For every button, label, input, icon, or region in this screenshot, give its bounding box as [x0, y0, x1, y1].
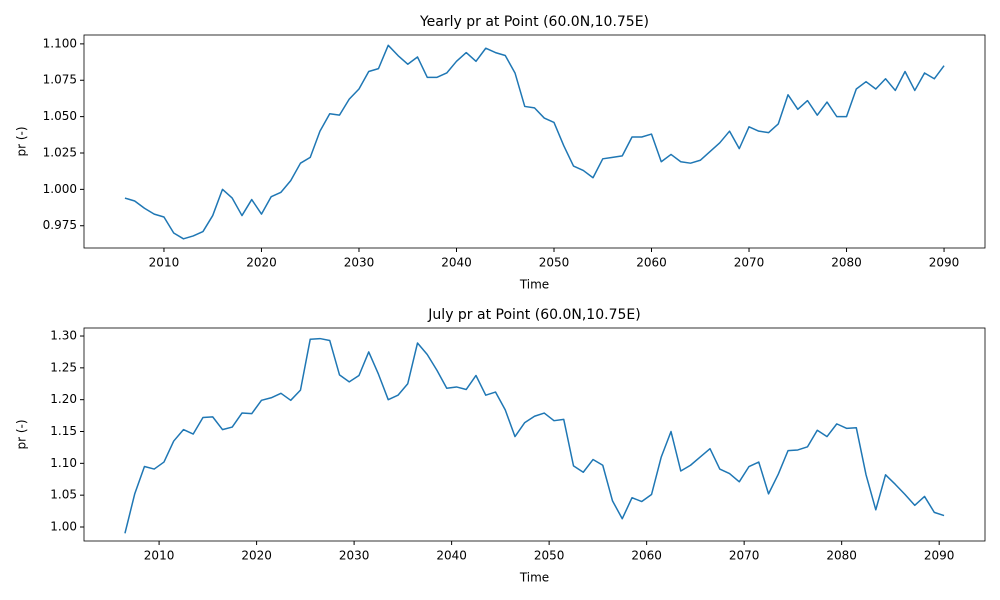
- y-axis-label: pr (-): [15, 126, 29, 156]
- x-tick-label: 2050: [534, 549, 565, 563]
- x-tick-label: 2020: [241, 549, 272, 563]
- y-tick-label: 1.00: [50, 519, 77, 533]
- chart-title: Yearly pr at Point (60.0N,10.75E): [419, 14, 649, 30]
- x-tick-label: 2030: [344, 256, 375, 270]
- x-tick-label: 2070: [729, 549, 760, 563]
- data-line: [124, 337, 945, 534]
- x-tick-label: 2040: [436, 549, 467, 563]
- y-tick-label: 1.20: [50, 392, 77, 406]
- y-tick-label: 1.15: [50, 424, 77, 438]
- x-tick-label: 2090: [924, 549, 955, 563]
- chart-title: July pr at Point (60.0N,10.75E): [427, 307, 640, 323]
- x-tick-label: 2080: [826, 549, 857, 563]
- y-tick-label: 1.050: [43, 109, 77, 123]
- y-axis-label: pr (-): [15, 419, 29, 449]
- axes-frame: [83, 34, 986, 249]
- y-tick-label: 0.975: [43, 218, 77, 232]
- y-tick-label: 1.100: [43, 36, 77, 50]
- x-tick-label: 2010: [149, 256, 180, 270]
- x-tick-label: 2080: [831, 256, 862, 270]
- x-tick-label: 2090: [929, 256, 960, 270]
- x-tick-label: 2050: [539, 256, 570, 270]
- y-tick-label: 1.075: [43, 73, 77, 87]
- x-tick-label: 2030: [339, 549, 370, 563]
- x-tick-label: 2060: [636, 256, 667, 270]
- y-tick-label: 1.25: [50, 360, 77, 374]
- x-tick-label: 2070: [734, 256, 765, 270]
- data-line: [124, 44, 945, 240]
- x-tick-label: 2040: [441, 256, 472, 270]
- x-axis-label: Time: [519, 571, 549, 585]
- x-axis-label: Time: [519, 278, 549, 292]
- y-tick-label: 1.10: [50, 456, 77, 470]
- y-tick-label: 1.05: [50, 488, 77, 502]
- x-tick-label: 2020: [246, 256, 277, 270]
- y-tick-label: 1.025: [43, 145, 77, 159]
- y-tick-label: 1.000: [43, 182, 77, 196]
- axes-frame: [83, 327, 986, 542]
- y-tick-label: 1.30: [50, 329, 77, 343]
- x-tick-label: 2060: [631, 549, 662, 563]
- x-tick-label: 2010: [144, 549, 175, 563]
